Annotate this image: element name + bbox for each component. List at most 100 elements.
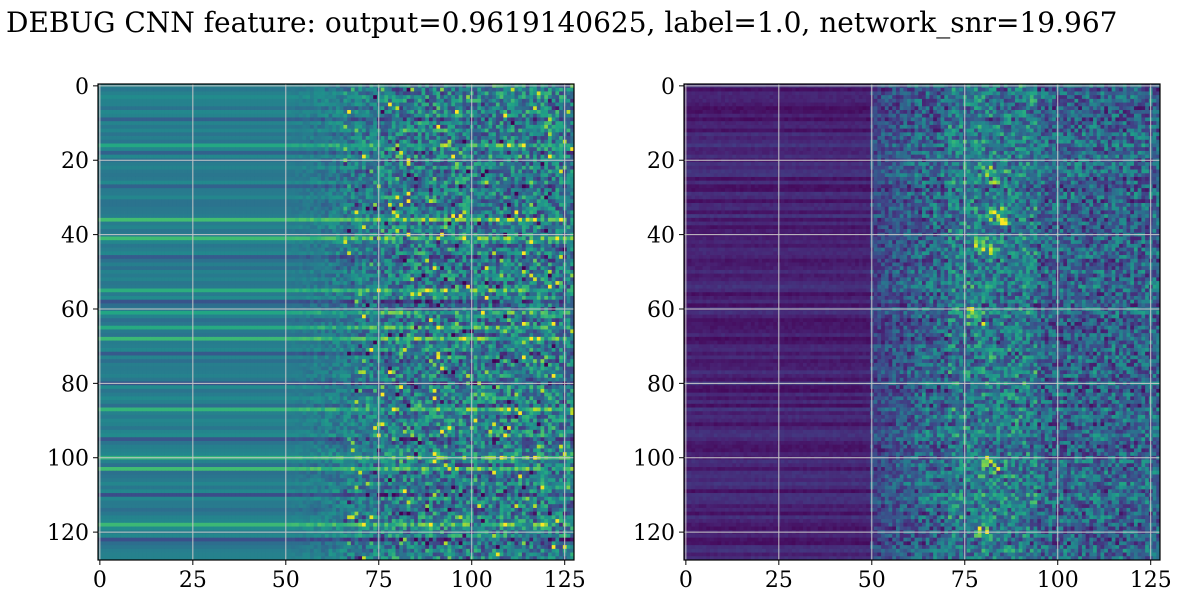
heatmap-cell	[143, 136, 147, 140]
heatmap-cell	[102, 106, 106, 110]
heatmap-cell	[555, 188, 559, 192]
heatmap-cell	[135, 136, 139, 140]
heatmap-cell	[317, 129, 321, 133]
heatmap-cell	[552, 214, 556, 218]
heatmap-cell	[407, 222, 411, 226]
heatmap-cell	[184, 166, 188, 170]
heatmap-cell	[202, 188, 206, 192]
heatmap-cell	[518, 184, 522, 188]
heatmap-cell	[258, 196, 262, 200]
heatmap-cell	[343, 225, 347, 229]
heatmap-cell	[143, 192, 147, 196]
heatmap-cell	[492, 121, 496, 125]
heatmap-cell	[507, 151, 511, 155]
heatmap-cell	[258, 129, 262, 133]
heatmap-cell	[518, 110, 522, 114]
heatmap-cell	[448, 106, 452, 110]
heatmap-cell	[105, 210, 109, 214]
heatmap-cell	[347, 199, 351, 203]
heatmap-cell	[258, 155, 262, 159]
heatmap-cell	[273, 125, 277, 129]
heatmap-cell	[295, 203, 299, 207]
heatmap-cell	[221, 155, 225, 159]
heatmap-cell	[146, 136, 150, 140]
heatmap-cell	[399, 95, 403, 99]
heatmap-cell	[362, 181, 366, 185]
heatmap-cell	[518, 117, 522, 121]
heatmap-cell	[150, 132, 154, 136]
heatmap-cell	[265, 184, 269, 188]
heatmap-cell	[362, 203, 366, 207]
heatmap-cell	[462, 225, 466, 229]
heatmap-cell	[552, 106, 556, 110]
heatmap-cell	[552, 177, 556, 181]
heatmap-cell	[507, 192, 511, 196]
heatmap-cell	[232, 222, 236, 226]
heatmap-cell	[269, 170, 273, 174]
heatmap-cell	[221, 140, 225, 144]
heatmap-cell	[187, 88, 191, 92]
heatmap-cell	[332, 184, 336, 188]
heatmap-cell	[124, 177, 128, 181]
heatmap-cell	[384, 99, 388, 103]
heatmap-cell	[336, 117, 340, 121]
heatmap-cell	[399, 121, 403, 125]
heatmap-cell	[299, 117, 303, 121]
heatmap-cell	[403, 170, 407, 174]
heatmap-cell	[206, 114, 210, 118]
heatmap-cell	[552, 144, 556, 148]
heatmap-cell	[488, 151, 492, 155]
heatmap-cell	[329, 188, 333, 192]
heatmap-cell	[213, 99, 217, 103]
heatmap-cell	[202, 218, 206, 222]
heatmap-cell	[507, 121, 511, 125]
heatmap-cell	[295, 155, 299, 159]
heatmap-cell	[418, 117, 422, 121]
heatmap-cell	[124, 151, 128, 155]
heatmap-cell	[239, 114, 243, 118]
heatmap-cell	[548, 125, 552, 129]
heatmap-cell	[213, 88, 217, 92]
heatmap-cell	[321, 214, 325, 218]
heatmap-cell	[325, 121, 329, 125]
heatmap-cell	[366, 91, 370, 95]
heatmap-cell	[462, 132, 466, 136]
heatmap-cell	[462, 203, 466, 207]
heatmap-cell	[299, 95, 303, 99]
heatmap-cell	[306, 103, 310, 107]
heatmap-cell	[236, 136, 240, 140]
heatmap-cell	[369, 222, 373, 226]
heatmap-cell	[485, 199, 489, 203]
heatmap-cell	[440, 155, 444, 159]
heatmap-cell	[303, 132, 307, 136]
heatmap-cell	[396, 147, 400, 151]
heatmap-cell	[288, 196, 292, 200]
heatmap-cell	[321, 166, 325, 170]
heatmap-cell	[288, 144, 292, 148]
heatmap-cell	[221, 170, 225, 174]
heatmap-cell	[522, 222, 526, 226]
heatmap-cell	[403, 114, 407, 118]
heatmap-cell	[128, 184, 132, 188]
heatmap-cell	[555, 144, 559, 148]
heatmap-cell	[184, 88, 188, 92]
heatmap-cell	[403, 155, 407, 159]
heatmap-cell	[213, 125, 217, 129]
heatmap-cell	[299, 136, 303, 140]
heatmap-cell	[462, 136, 466, 140]
heatmap-cell	[466, 91, 470, 95]
heatmap-cell	[422, 121, 426, 125]
heatmap-cell	[355, 151, 359, 155]
heatmap-cell	[444, 210, 448, 214]
heatmap-cell	[455, 91, 459, 95]
heatmap-cell	[306, 91, 310, 95]
heatmap-cell	[135, 117, 139, 121]
heatmap-cell	[466, 203, 470, 207]
heatmap-cell	[444, 121, 448, 125]
heatmap-cell	[515, 218, 519, 222]
heatmap-cell	[210, 88, 214, 92]
heatmap-cell	[373, 177, 377, 181]
heatmap-cell	[280, 117, 284, 121]
heatmap-cell	[146, 203, 150, 207]
heatmap-cell	[232, 125, 236, 129]
